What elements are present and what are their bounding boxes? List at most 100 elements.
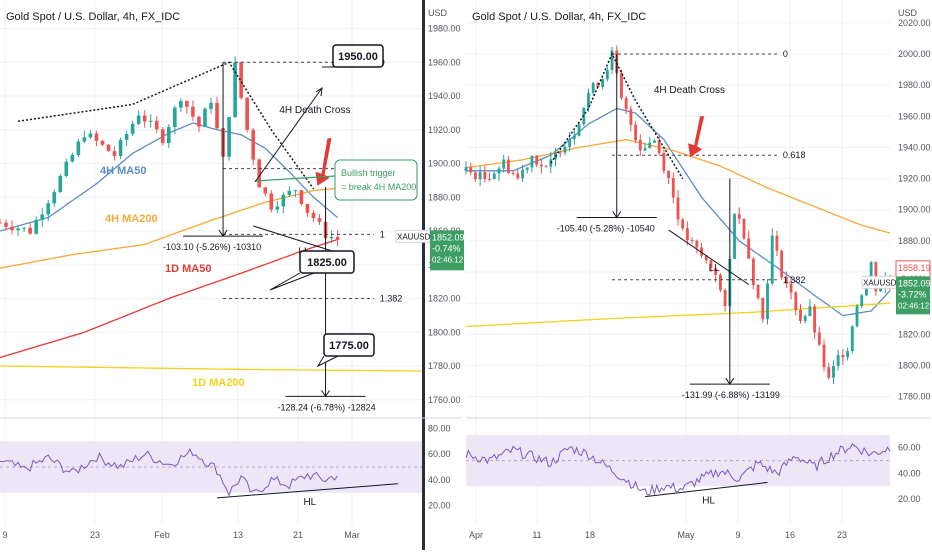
price-tag (896, 276, 930, 315)
x-tick-label: Apr (469, 530, 483, 540)
fib-level-label: 0.618 (783, 150, 806, 160)
candle-body (563, 146, 567, 153)
hl-label: HL (303, 497, 316, 508)
candle-body (860, 295, 864, 306)
y-tick-label: 1880.00 (428, 192, 461, 202)
candle-body (709, 260, 713, 269)
candle-body (714, 268, 718, 275)
x-tick-label: 21 (293, 530, 303, 540)
candle-body (112, 151, 117, 156)
candle-body (511, 173, 515, 175)
candle-body (521, 169, 524, 179)
candle-body (197, 116, 201, 127)
rsi-tick-label: 60.00 (898, 443, 921, 453)
chart-title: Gold Spot / U.S. Dollar, 4h, FX_IDC (6, 11, 180, 23)
candle-body (239, 62, 243, 98)
candle-body (572, 135, 576, 140)
price-tag-prev-value: 1858.19 (898, 263, 931, 273)
candle-body (76, 141, 81, 155)
death-cross-label: 4H Death Cross (654, 85, 725, 96)
x-tick-label: Feb (154, 530, 170, 540)
candle-body (686, 228, 689, 241)
candle-body (775, 235, 779, 251)
x-tick-label: 13 (233, 530, 243, 540)
ma-line-1d-ma200 (465, 302, 891, 328)
candle-body (766, 283, 769, 320)
candle-body (464, 167, 468, 171)
chart-panel-right: 1780.001800.001820.001840.001860.001880.… (464, 0, 931, 540)
candle-body (794, 292, 798, 311)
candle-body (841, 354, 845, 358)
candle-body (770, 235, 774, 284)
candle-body (185, 100, 189, 107)
candle-body (832, 365, 835, 378)
fib-level-label: 1 (380, 229, 385, 239)
price-tag-timer: 02:46:12 (898, 301, 930, 310)
candle-body (474, 172, 477, 180)
y-tick-label: 1900.00 (428, 159, 461, 169)
candle-body (846, 350, 850, 358)
candle-body (789, 283, 793, 293)
y-tick-label: 1980.00 (428, 24, 461, 34)
bullish-trigger-box (334, 159, 418, 201)
candle-body (28, 227, 32, 234)
candle-body (52, 191, 57, 204)
candle-body (676, 197, 680, 220)
candle-body (275, 206, 280, 210)
x-tick-label: May (677, 530, 695, 540)
candle-body (335, 236, 340, 240)
candle-body (587, 92, 590, 108)
candle-body (179, 100, 183, 108)
candle-body (160, 129, 165, 144)
candle-body (502, 159, 506, 169)
candle-body (662, 153, 666, 171)
candle-body (643, 148, 647, 151)
candle-body (227, 117, 231, 157)
y-tick-label: 1800.00 (428, 327, 461, 337)
chart-panel-left: 1760.001780.001800.001820.001840.001860.… (0, 0, 462, 540)
candle-body (263, 187, 268, 194)
candle-body (293, 190, 298, 192)
y-tick-label: 1900.00 (898, 205, 931, 215)
candle-body (40, 214, 45, 220)
measure-arrowhead (321, 390, 330, 398)
rsi-tick-label: 20.00 (428, 501, 451, 511)
y-tick-label: 1800.00 (898, 360, 931, 370)
candle-body (10, 226, 14, 231)
candle-body (136, 115, 141, 124)
rsi-tick-label: 40.00 (898, 468, 921, 478)
candle-body (605, 69, 609, 80)
target-callout-label: 1775.00 (329, 340, 369, 352)
x-tick-label: 18 (585, 530, 595, 540)
candle-body (742, 218, 746, 239)
ma200-label: 4H MA200 (105, 213, 158, 225)
candle-body (601, 79, 605, 88)
candle-body (22, 227, 26, 229)
ma200-1d-label: 1D MA200 (192, 377, 245, 389)
rsi-tick-label: 40.00 (428, 475, 451, 485)
measure-label: -128.24 (-6.78%) -12824 (278, 402, 376, 412)
measure-arrowhead (612, 211, 622, 219)
price-tag-change: -3.72% (898, 289, 927, 299)
candle-body (233, 62, 237, 118)
candle-body (723, 290, 727, 307)
price-unit-label: USD (898, 8, 918, 18)
candle-body (638, 140, 642, 151)
x-tick-label: Mar (344, 530, 360, 540)
death-cross-arrow (315, 138, 332, 186)
candle-body (58, 175, 63, 192)
target-callout-pointer (316, 355, 339, 368)
y-tick-label: 1820.00 (898, 329, 931, 339)
target-callout-pointer (269, 272, 315, 291)
price-unit-label: USD (428, 8, 448, 18)
projection-arrowhead (315, 86, 323, 97)
hl-trendline (644, 481, 768, 498)
candle-body (544, 166, 548, 168)
fib-level-label: 0 (783, 49, 788, 59)
price-tag-timer: 02:46:12 (432, 255, 464, 264)
candle-body (869, 262, 873, 280)
ll-trendline (253, 225, 344, 256)
candle-body (855, 305, 859, 327)
candle-body (751, 258, 755, 286)
